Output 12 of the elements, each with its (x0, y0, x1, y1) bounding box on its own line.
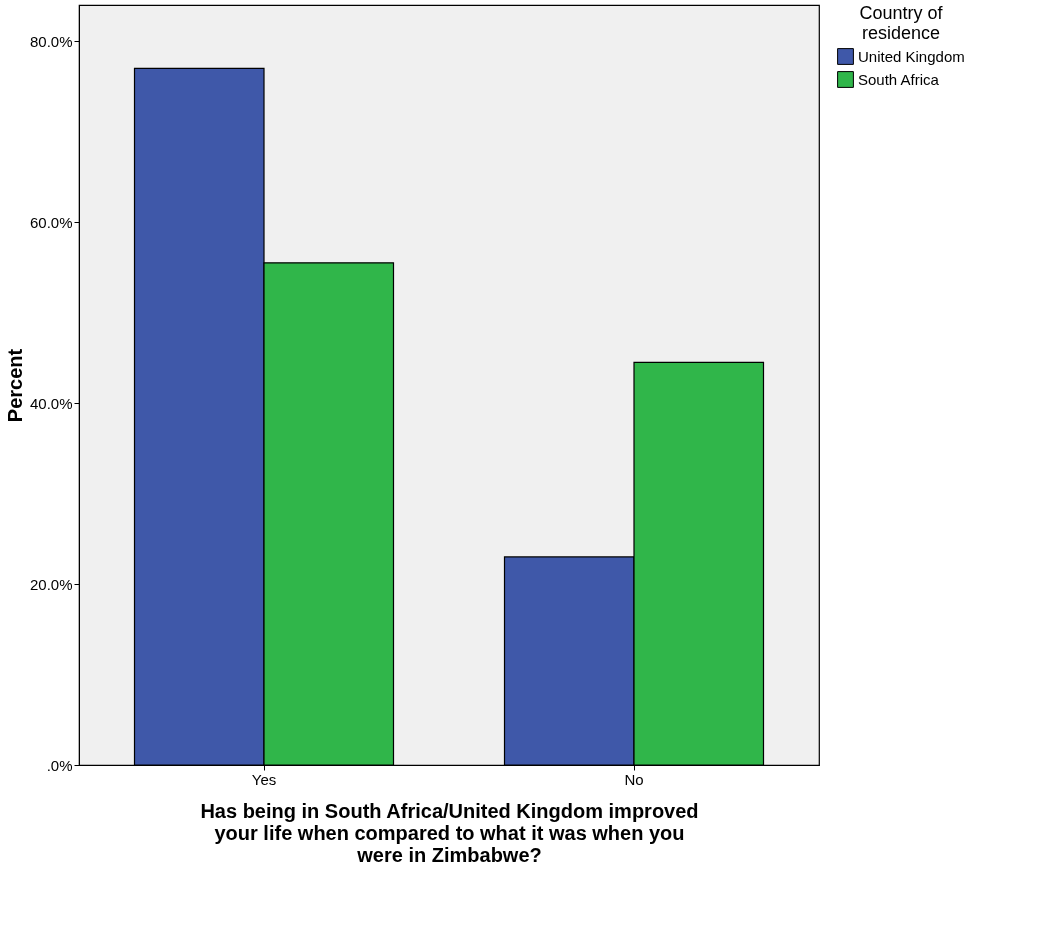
y-axis-title: Percent (3, 348, 26, 423)
y-tick-label: 60.0% (29, 213, 73, 231)
y-tick-label: .0% (46, 756, 73, 774)
y-tick-label: 40.0% (29, 394, 73, 412)
y-tick-label: 20.0% (29, 575, 73, 593)
legend-title: Country of residence (859, 3, 944, 43)
x-tick-label: No (624, 770, 644, 788)
x-tick-label: Yes (251, 770, 277, 788)
y-tick-label: 80.0% (29, 32, 73, 50)
legend-label: United Kingdom (858, 47, 965, 65)
legend-label: South Africa (858, 70, 940, 88)
x-axis-title: Has being in South Africa/United Kingdom improved your life when compared to what it was when you were in Zimbabwe? (200, 799, 699, 866)
